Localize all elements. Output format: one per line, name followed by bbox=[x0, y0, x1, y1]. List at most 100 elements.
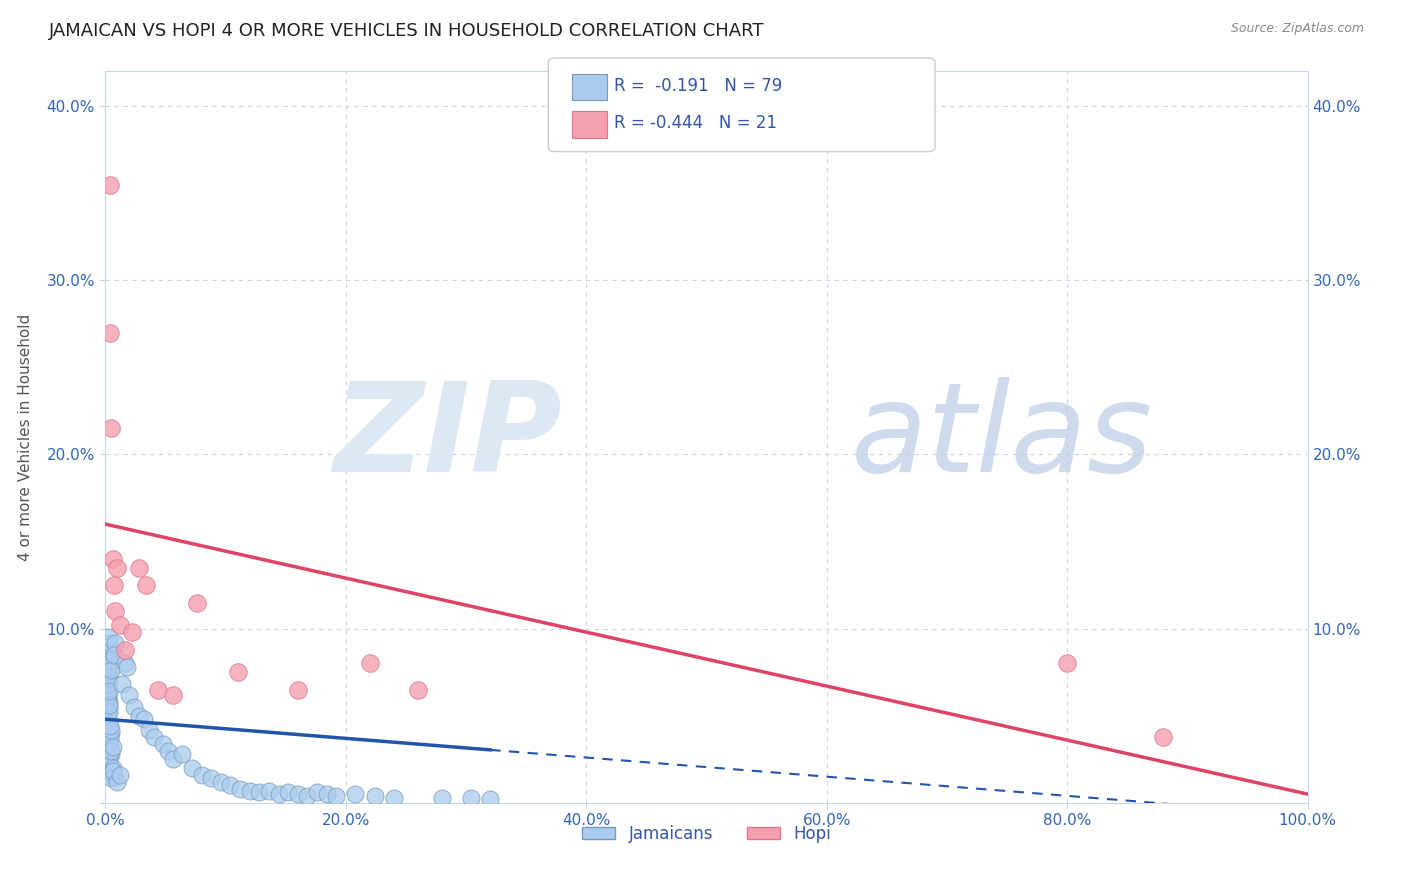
Point bbox=[107, 560, 129, 574]
Point bbox=[226, 665, 249, 680]
Point bbox=[100, 747, 122, 761]
Point bbox=[114, 657, 136, 671]
Point bbox=[98, 698, 121, 713]
Point bbox=[97, 657, 120, 671]
Point bbox=[98, 700, 121, 714]
Point bbox=[98, 670, 121, 684]
Point bbox=[98, 635, 121, 649]
Point bbox=[1056, 657, 1078, 671]
Point bbox=[98, 178, 121, 192]
Point bbox=[97, 648, 120, 662]
Point bbox=[97, 677, 120, 691]
Point bbox=[200, 772, 222, 786]
Point bbox=[277, 785, 299, 799]
Point bbox=[98, 684, 121, 698]
Point bbox=[98, 764, 121, 779]
Point bbox=[305, 785, 328, 799]
Point bbox=[104, 604, 127, 618]
Point bbox=[190, 768, 212, 782]
Point bbox=[128, 560, 150, 574]
Point bbox=[100, 664, 122, 678]
Point bbox=[111, 677, 134, 691]
Point bbox=[103, 770, 125, 784]
Point bbox=[148, 682, 170, 697]
Point bbox=[98, 326, 121, 340]
Point bbox=[101, 764, 124, 779]
Point bbox=[132, 712, 155, 726]
Text: ZIP: ZIP bbox=[333, 376, 562, 498]
Point bbox=[108, 618, 131, 632]
Point bbox=[315, 787, 337, 801]
Point bbox=[104, 635, 127, 649]
Point bbox=[121, 625, 143, 640]
Point bbox=[100, 726, 122, 740]
Point bbox=[382, 790, 405, 805]
Text: R =  -0.191   N = 79: R = -0.191 N = 79 bbox=[614, 78, 783, 95]
Point bbox=[135, 578, 157, 592]
Y-axis label: 4 or more Vehicles in Household: 4 or more Vehicles in Household bbox=[18, 313, 32, 561]
Legend: Jamaicans, Hopi: Jamaicans, Hopi bbox=[575, 818, 838, 849]
Point bbox=[239, 783, 262, 797]
Point bbox=[162, 752, 184, 766]
Point bbox=[460, 790, 482, 805]
Point bbox=[98, 673, 121, 688]
Point bbox=[430, 790, 453, 805]
Point bbox=[115, 660, 138, 674]
Point bbox=[287, 682, 309, 697]
Point bbox=[479, 792, 502, 806]
Point bbox=[344, 787, 367, 801]
Point bbox=[118, 688, 141, 702]
Point bbox=[101, 740, 124, 755]
Point bbox=[142, 730, 165, 744]
Point bbox=[107, 775, 129, 789]
Point bbox=[98, 715, 121, 730]
Point bbox=[267, 787, 290, 801]
Point bbox=[172, 747, 194, 761]
Point bbox=[325, 789, 347, 803]
Text: R = -0.444   N = 21: R = -0.444 N = 21 bbox=[614, 114, 778, 132]
Point bbox=[103, 578, 125, 592]
Point bbox=[114, 642, 136, 657]
Point bbox=[103, 648, 125, 662]
Point bbox=[209, 775, 232, 789]
Point bbox=[98, 705, 121, 719]
Point bbox=[97, 691, 120, 706]
Point bbox=[138, 723, 160, 737]
Point bbox=[181, 761, 204, 775]
Point bbox=[97, 660, 120, 674]
Point bbox=[98, 730, 121, 744]
Point bbox=[1152, 730, 1174, 744]
Point bbox=[100, 723, 122, 737]
Point bbox=[287, 787, 309, 801]
Point bbox=[100, 642, 122, 657]
Text: atlas: atlas bbox=[851, 376, 1153, 498]
Point bbox=[100, 772, 122, 786]
Point bbox=[186, 595, 208, 609]
Point bbox=[97, 639, 120, 653]
Point bbox=[108, 768, 131, 782]
Point bbox=[100, 743, 122, 757]
Text: Source: ZipAtlas.com: Source: ZipAtlas.com bbox=[1230, 22, 1364, 36]
Point bbox=[247, 785, 270, 799]
Point bbox=[101, 552, 124, 566]
Point bbox=[297, 789, 319, 803]
Point bbox=[162, 688, 184, 702]
Point bbox=[97, 682, 120, 697]
Point bbox=[359, 657, 381, 671]
Point bbox=[98, 695, 121, 709]
Point bbox=[98, 733, 121, 747]
Point bbox=[156, 743, 179, 757]
Point bbox=[98, 750, 121, 764]
Point bbox=[124, 700, 146, 714]
Point bbox=[101, 761, 124, 775]
Point bbox=[128, 708, 150, 723]
Point bbox=[100, 421, 122, 435]
Point bbox=[229, 781, 252, 796]
Text: JAMAICAN VS HOPI 4 OR MORE VEHICLES IN HOUSEHOLD CORRELATION CHART: JAMAICAN VS HOPI 4 OR MORE VEHICLES IN H… bbox=[49, 22, 765, 40]
Point bbox=[97, 665, 120, 680]
Point bbox=[152, 737, 174, 751]
Point bbox=[219, 778, 242, 792]
Point bbox=[97, 705, 120, 719]
Point bbox=[97, 688, 120, 702]
Point bbox=[98, 719, 121, 733]
